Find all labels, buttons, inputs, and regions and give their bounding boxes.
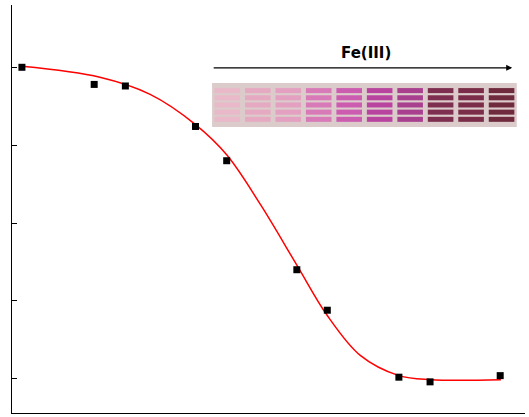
svg-text:Fe(III): Fe(III)	[341, 44, 391, 62]
